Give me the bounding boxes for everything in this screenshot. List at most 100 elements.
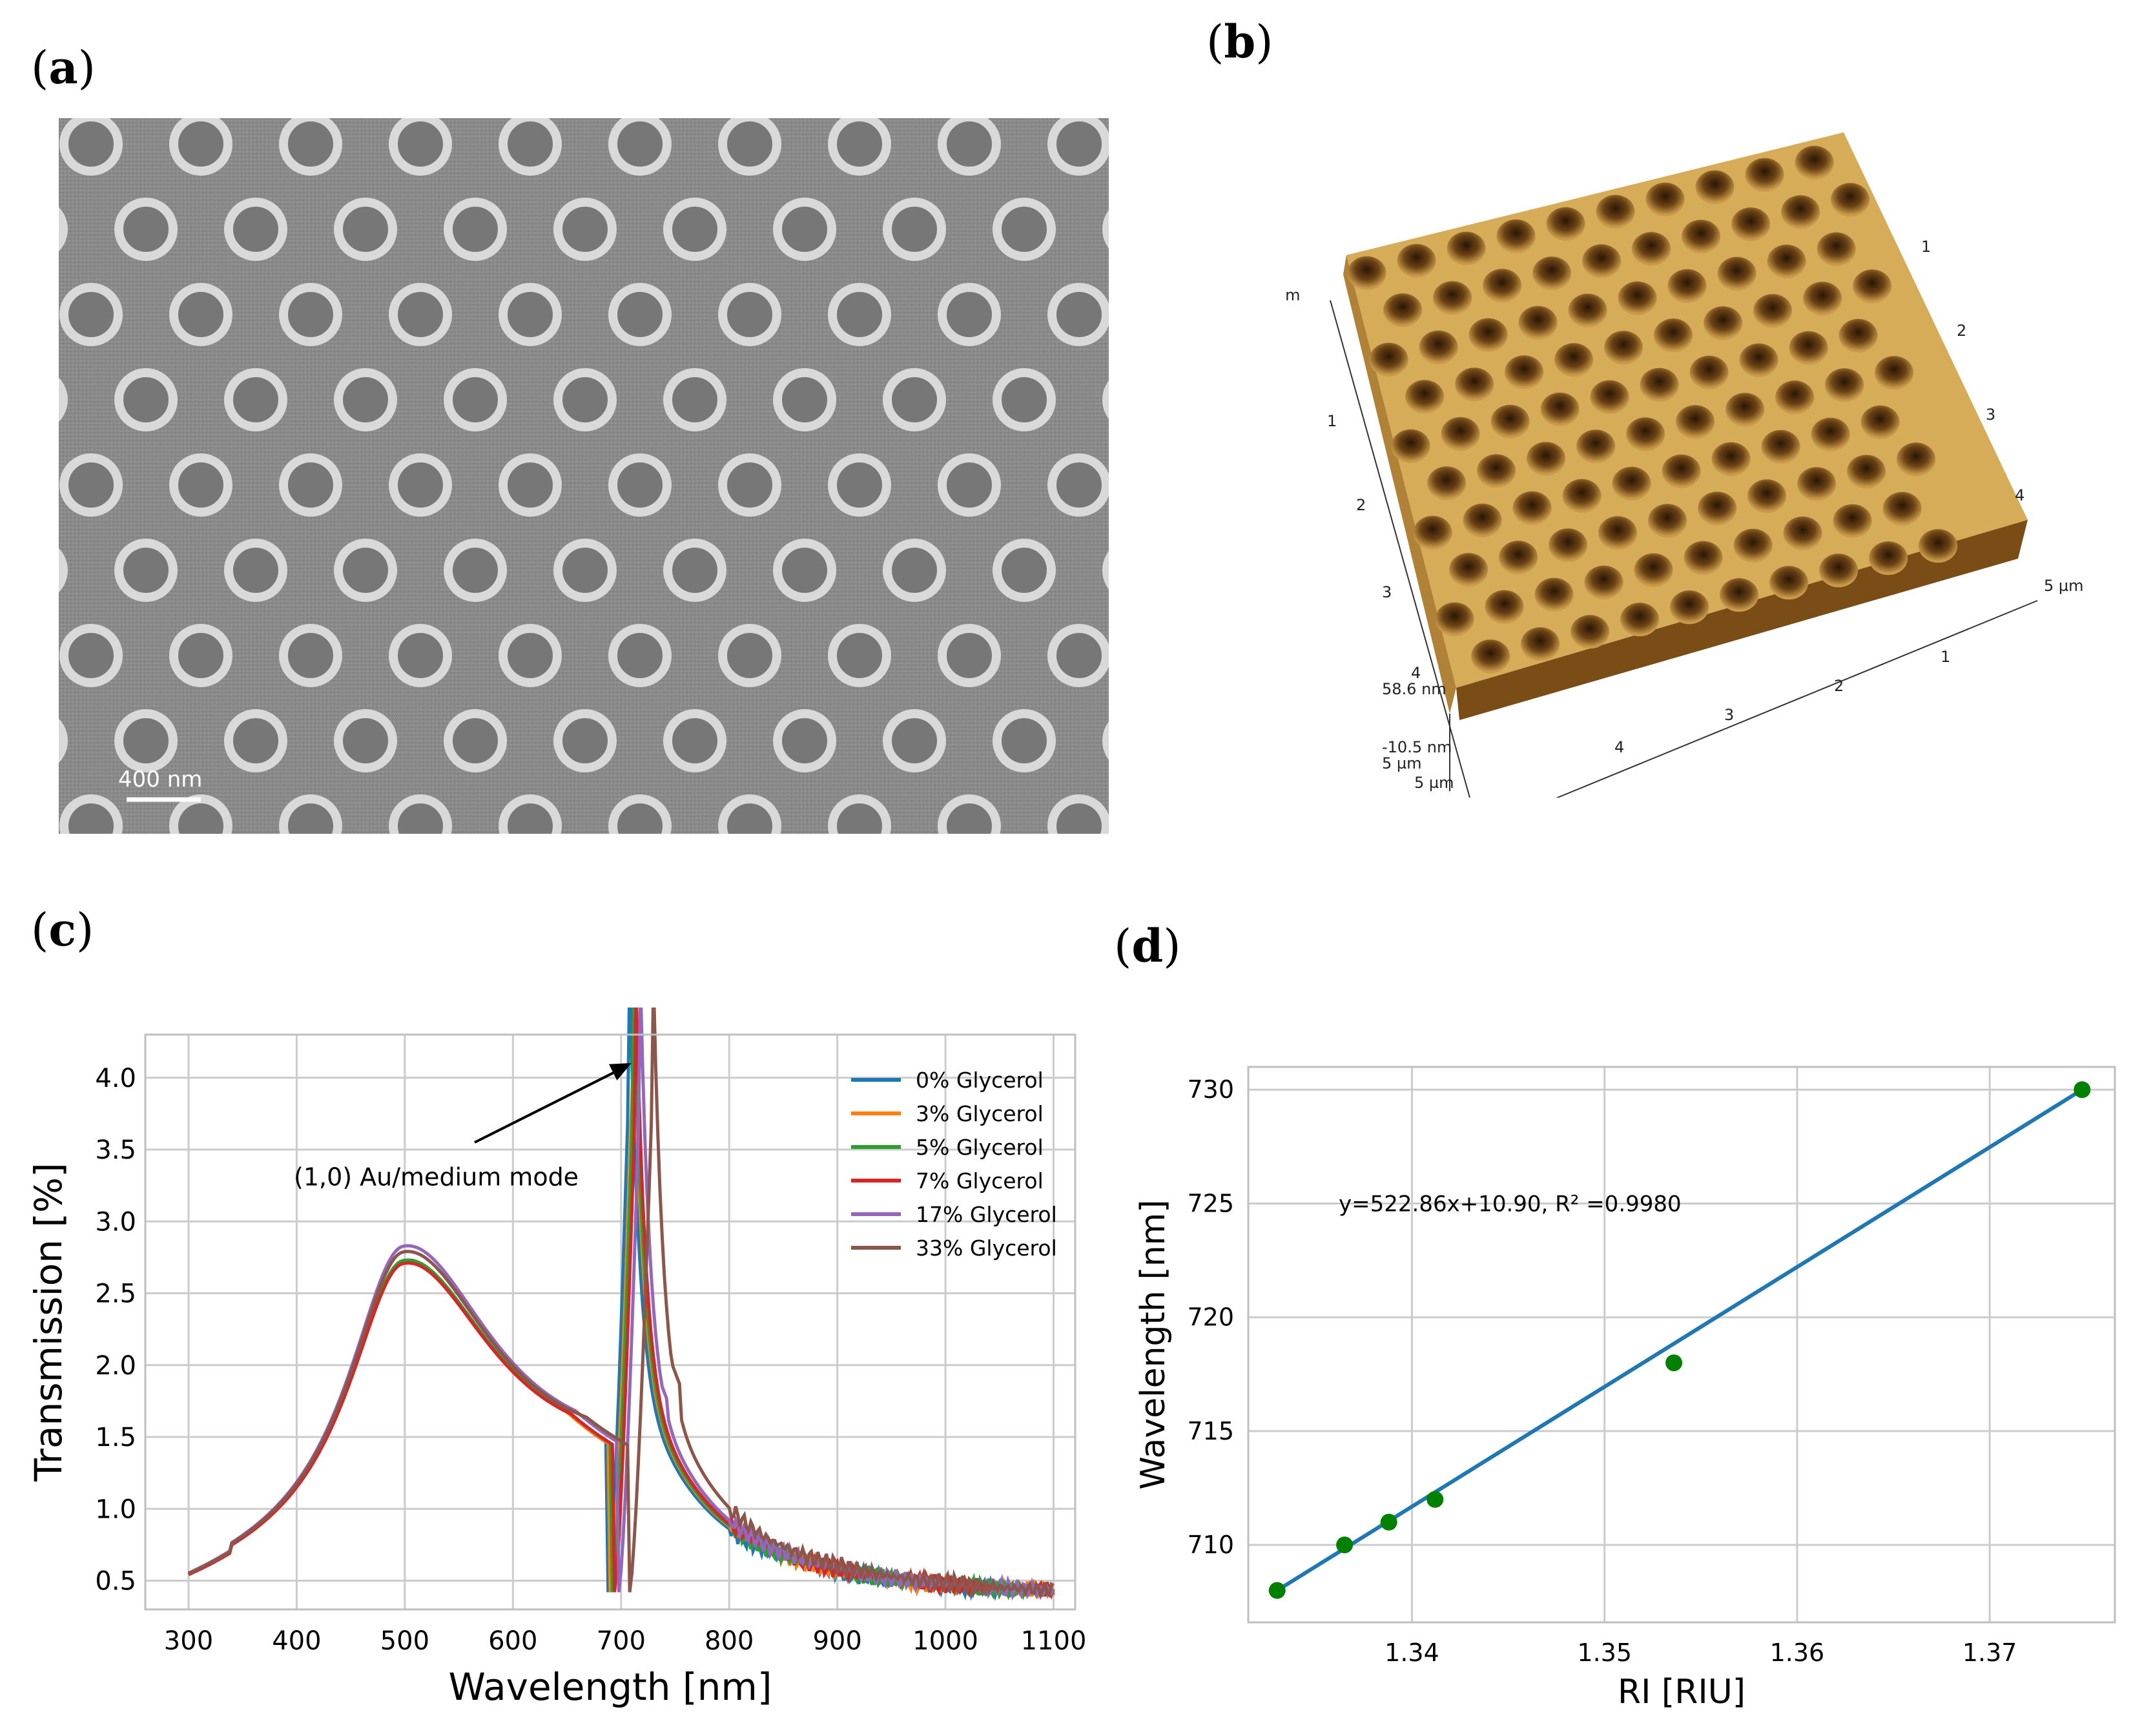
x-tick-label: 1100 (1021, 1626, 1087, 1656)
afm-pit (1769, 566, 1809, 600)
afm-left-tick-2: 2 (1356, 496, 1366, 514)
y-tick-label: 1.0 (95, 1494, 136, 1524)
y-tick-label: 725 (1187, 1189, 1234, 1217)
afm-pit (1640, 367, 1679, 402)
afm-pit (1838, 318, 1878, 353)
afm-left-tick-4: 4 (1411, 664, 1421, 682)
nanoring (334, 368, 397, 431)
afm-right-end: 5 µm (2044, 577, 2084, 595)
nanoring (389, 624, 452, 687)
afm-pit (1662, 454, 1701, 488)
afm-surface-left (1343, 255, 1456, 714)
nanoring (828, 794, 891, 858)
afm-label-top-left: 5 µm (1285, 286, 1301, 304)
afm-bottom-tick-3: 3 (1724, 706, 1734, 724)
afm-pit (1817, 232, 1856, 266)
afm-z-min: -10.5 nm (1382, 738, 1452, 756)
afm-pit (1825, 368, 1864, 402)
nanoring (938, 453, 1001, 517)
afm-pit (1682, 220, 1721, 254)
nanoring (993, 368, 1056, 431)
nanoring (279, 453, 342, 517)
nanoring (114, 198, 178, 261)
nanoring (59, 453, 123, 517)
series-line (187, 980, 1055, 1600)
afm-pit (1648, 504, 1687, 538)
nanoring (224, 368, 287, 431)
afm-pit (1882, 491, 1922, 526)
nanoring (389, 794, 452, 858)
afm-pit (1684, 541, 1723, 575)
y-tick-label: 2.5 (95, 1279, 136, 1309)
afm-pit (1485, 590, 1524, 624)
y-tick-label: 3.0 (95, 1207, 136, 1237)
fit-line (1276, 1088, 2083, 1593)
afm-pit (1483, 269, 1522, 303)
x-axis-label: Wavelength [nm] (448, 1665, 772, 1709)
nanoring (224, 539, 287, 602)
plot-frame (144, 1033, 1076, 1611)
afm-pit (1632, 232, 1671, 266)
nanoring (718, 624, 781, 687)
afm-pit (1833, 504, 1872, 538)
afm-pit (1626, 417, 1665, 451)
legend-label: 3% Glycerol (916, 1101, 1044, 1126)
data-point (2074, 1081, 2091, 1099)
afm-pit (1496, 219, 1536, 253)
legend-label: 17% Glycerol (916, 1202, 1057, 1227)
sem-image: 400 nm (0, 27, 1275, 943)
nanoring (553, 198, 617, 261)
afm-bottom-tick-1: 1 (1941, 648, 1950, 666)
nanoring (59, 624, 123, 687)
nanoring (938, 112, 1001, 176)
afm-pit (1897, 442, 1936, 477)
nanoring (938, 794, 1001, 858)
nanoring (334, 539, 397, 602)
afm-pit (1499, 541, 1538, 575)
legend-label: 0% Glycerol (916, 1068, 1044, 1093)
sensitivity-plot: 1.34 1.35 1.36 1.37 710 715 720 725 730 RI [RIU… (1134, 1066, 2116, 1711)
nanoring (279, 283, 342, 346)
nanoring (334, 198, 397, 261)
afm-pit (1775, 380, 1815, 415)
afm-pit (1739, 343, 1778, 377)
nanoring (938, 624, 1001, 687)
nanoring (59, 794, 123, 858)
afm-pit (1518, 305, 1558, 340)
legend-label: 5% Glycerol (916, 1135, 1044, 1160)
nanoring (828, 453, 891, 517)
afm-pit (1731, 207, 1771, 242)
afm-pit (1667, 269, 1707, 303)
afm-pit (1795, 145, 1834, 180)
y-tick-label: 1.5 (95, 1423, 136, 1452)
y-tick-label: 715 (1187, 1417, 1234, 1445)
afm-pit (1781, 195, 1820, 229)
afm-pit (1512, 491, 1552, 525)
nanoring (444, 709, 507, 772)
afm-pit (1590, 380, 1629, 414)
nanoring (553, 709, 617, 772)
afm-pit (1612, 466, 1651, 501)
x-tick-label: 1.35 (1577, 1638, 1632, 1667)
afm-pit (1582, 244, 1622, 278)
afm-pit (1391, 429, 1430, 463)
nanoring (993, 198, 1056, 261)
afm-pit (1704, 306, 1743, 340)
nanoring (608, 794, 672, 858)
afm-pit (1747, 479, 1787, 513)
afm-pit (1527, 442, 1566, 476)
x-tick-label: 900 (812, 1626, 861, 1656)
nanoring (773, 368, 836, 431)
afm-pit (1540, 392, 1580, 426)
x-tick-label: 1.36 (1770, 1638, 1825, 1667)
nanoring (169, 794, 232, 858)
y-tick-label: 720 (1187, 1303, 1234, 1332)
nanoring (389, 283, 452, 346)
y-tick-label: 0.5 (95, 1567, 136, 1596)
nanoring (59, 112, 123, 176)
afm-z-max: 58.6 nm (1382, 680, 1447, 698)
nanoring (993, 539, 1056, 602)
nanoring (499, 794, 562, 858)
afm-pit (1698, 491, 1737, 526)
afm-pit (1471, 639, 1510, 674)
